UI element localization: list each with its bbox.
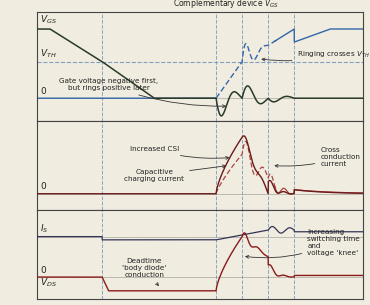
Text: Increased CSI: Increased CSI	[130, 146, 229, 159]
Text: Complementary device $V_{GS}$: Complementary device $V_{GS}$	[173, 0, 279, 10]
Text: Deadtime
'body diode'
conduction: Deadtime 'body diode' conduction	[122, 258, 167, 285]
Text: $0$: $0$	[40, 180, 47, 191]
Text: Ringing crosses $V_{TH}$: Ringing crosses $V_{TH}$	[262, 50, 370, 61]
Text: $V_{GS}$: $V_{GS}$	[40, 13, 57, 26]
Text: $0$: $0$	[40, 264, 47, 275]
Text: Capacitive
charging current: Capacitive charging current	[124, 165, 225, 182]
Text: $I_S$: $I_S$	[40, 223, 49, 235]
Text: $V_{TH}$: $V_{TH}$	[40, 47, 57, 60]
Text: Increasing
switching time
and
voltage 'knee': Increasing switching time and voltage 'k…	[246, 229, 360, 258]
Text: Gate voltage negative first,
but rings positive later: Gate voltage negative first, but rings p…	[59, 78, 225, 108]
Text: Cross
conduction
current: Cross conduction current	[275, 147, 360, 167]
Text: $0$: $0$	[40, 85, 47, 96]
Text: $V_{DS}$: $V_{DS}$	[40, 277, 57, 289]
